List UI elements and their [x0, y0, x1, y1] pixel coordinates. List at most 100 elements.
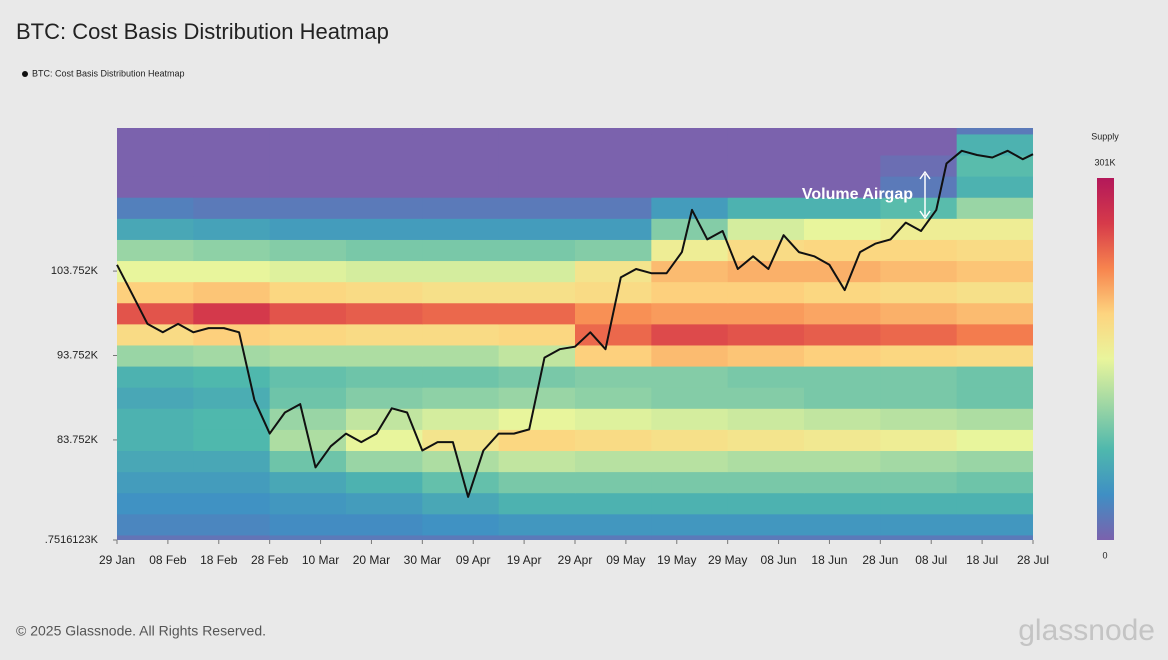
- heatmap-cell: [422, 218, 500, 240]
- heatmap-cell: [498, 429, 576, 452]
- heatmap-cell: [575, 534, 652, 540]
- heatmap-cell: [804, 260, 881, 283]
- heatmap-cell: [575, 176, 652, 198]
- heatmap-cell: [269, 176, 347, 198]
- heatmap-cell: [117, 492, 194, 515]
- heatmap-cell: [346, 513, 423, 536]
- heatmap-cell: [727, 323, 805, 346]
- heatmap-cell: [727, 344, 805, 367]
- heatmap-cell: [880, 176, 958, 198]
- heatmap-cell: [269, 492, 347, 515]
- heatmap-cell: [956, 534, 1033, 540]
- x-tick-label: 09 Apr: [456, 553, 491, 567]
- heatmap-cell: [880, 302, 958, 325]
- heatmap-cell: [727, 471, 805, 494]
- heatmap-cell: [117, 429, 194, 452]
- heatmap-cell: [651, 260, 729, 283]
- heatmap-cell: [727, 513, 805, 536]
- annotation: Volume Airgap: [802, 186, 913, 203]
- colorbar: [1097, 178, 1114, 540]
- heatmap-cell: [346, 366, 423, 388]
- heatmap-cell: [193, 218, 271, 240]
- heatmap-cell: [804, 534, 881, 540]
- heatmap-cell: [575, 155, 652, 177]
- heatmap-cell: [804, 176, 881, 198]
- heatmap-cell: [498, 281, 576, 304]
- heatmap-cell: [117, 534, 194, 540]
- x-tick-label: 08 Jul: [915, 553, 947, 567]
- heatmap-cell: [575, 492, 652, 515]
- heatmap-cell: [193, 176, 271, 198]
- heatmap-cell: [269, 197, 347, 219]
- heatmap-cell: [956, 513, 1033, 536]
- heatmap-cell: [880, 513, 958, 536]
- heatmap-cell: [651, 128, 729, 135]
- heatmap-cell: [346, 492, 423, 515]
- heatmap-cell: [422, 302, 500, 325]
- heatmap-cell: [422, 155, 500, 177]
- heatmap-cell: [804, 239, 881, 262]
- heatmap-cell: [575, 513, 652, 536]
- heatmap-cell: [804, 281, 881, 304]
- heatmap-cell: [727, 239, 805, 262]
- heatmap-cell: [498, 176, 576, 198]
- heatmap-cell: [651, 281, 729, 304]
- heatmap-cell: [956, 471, 1033, 494]
- heatmap-cell: [498, 366, 576, 388]
- heatmap-cell: [269, 513, 347, 536]
- chart-title: BTC: Cost Basis Distribution Heatmap: [16, 19, 389, 44]
- x-tick-label: 28 Jun: [862, 553, 898, 567]
- heatmap-cell: [804, 302, 881, 325]
- heatmap-cell: [727, 366, 805, 388]
- heatmap-cell: [498, 534, 576, 540]
- heatmap-cell: [498, 128, 576, 135]
- heatmap-cell: [727, 260, 805, 283]
- heatmap-cell: [651, 302, 729, 325]
- heatmap-cell: [651, 450, 729, 473]
- heatmap-cell: [346, 239, 423, 262]
- heatmap-cell: [651, 366, 729, 388]
- heatmap-cell: [727, 281, 805, 304]
- heatmap-cell: [804, 513, 881, 536]
- x-tick-label: 29 Apr: [558, 553, 593, 567]
- heatmap-cell: [956, 133, 1033, 156]
- overlay: Volume Airgap: [116, 149, 1034, 498]
- heatmap-cell: [575, 218, 652, 240]
- heatmap-cell: [956, 492, 1033, 515]
- heatmap-cell: [880, 387, 958, 409]
- heatmap-cell: [117, 344, 194, 367]
- heatmap-cell: [956, 387, 1033, 409]
- heatmap-cell: [346, 344, 423, 367]
- heatmap-cell: [422, 239, 500, 262]
- watermark: glassnode: [1018, 614, 1155, 647]
- heatmap-cell: [269, 323, 347, 346]
- heatmap-cell: [498, 450, 576, 473]
- heatmap-cell: [651, 471, 729, 494]
- heatmap-cell: [117, 387, 194, 409]
- x-tick-label: 28 Feb: [251, 553, 289, 567]
- heatmap-cell: [269, 450, 347, 473]
- heatmap-cell: [117, 323, 194, 346]
- heatmap-cell: [193, 429, 271, 452]
- x-tick-label: 18 Jun: [811, 553, 847, 567]
- heatmap-cell: [880, 260, 958, 283]
- heatmap-cell: [498, 323, 576, 346]
- heatmap-cell: [956, 155, 1033, 177]
- heatmap-cell: [880, 323, 958, 346]
- heatmap-cell: [575, 260, 652, 283]
- heatmap-cell: [651, 239, 729, 262]
- heatmap-cell: [880, 471, 958, 494]
- heatmap-cell: [956, 281, 1033, 304]
- heatmap-cell: [193, 408, 271, 430]
- heatmap-cell: [498, 133, 576, 156]
- heatmap-cell: [651, 155, 729, 177]
- heatmap-cell: [193, 260, 271, 283]
- heatmap-cell: [651, 492, 729, 515]
- heatmap-cell: [193, 471, 271, 494]
- heatmap-cell: [269, 260, 347, 283]
- heatmap-cell: [956, 366, 1033, 388]
- heatmap-cell: [193, 534, 271, 540]
- heatmap-cell: [269, 387, 347, 409]
- heatmap-cell: [651, 133, 729, 156]
